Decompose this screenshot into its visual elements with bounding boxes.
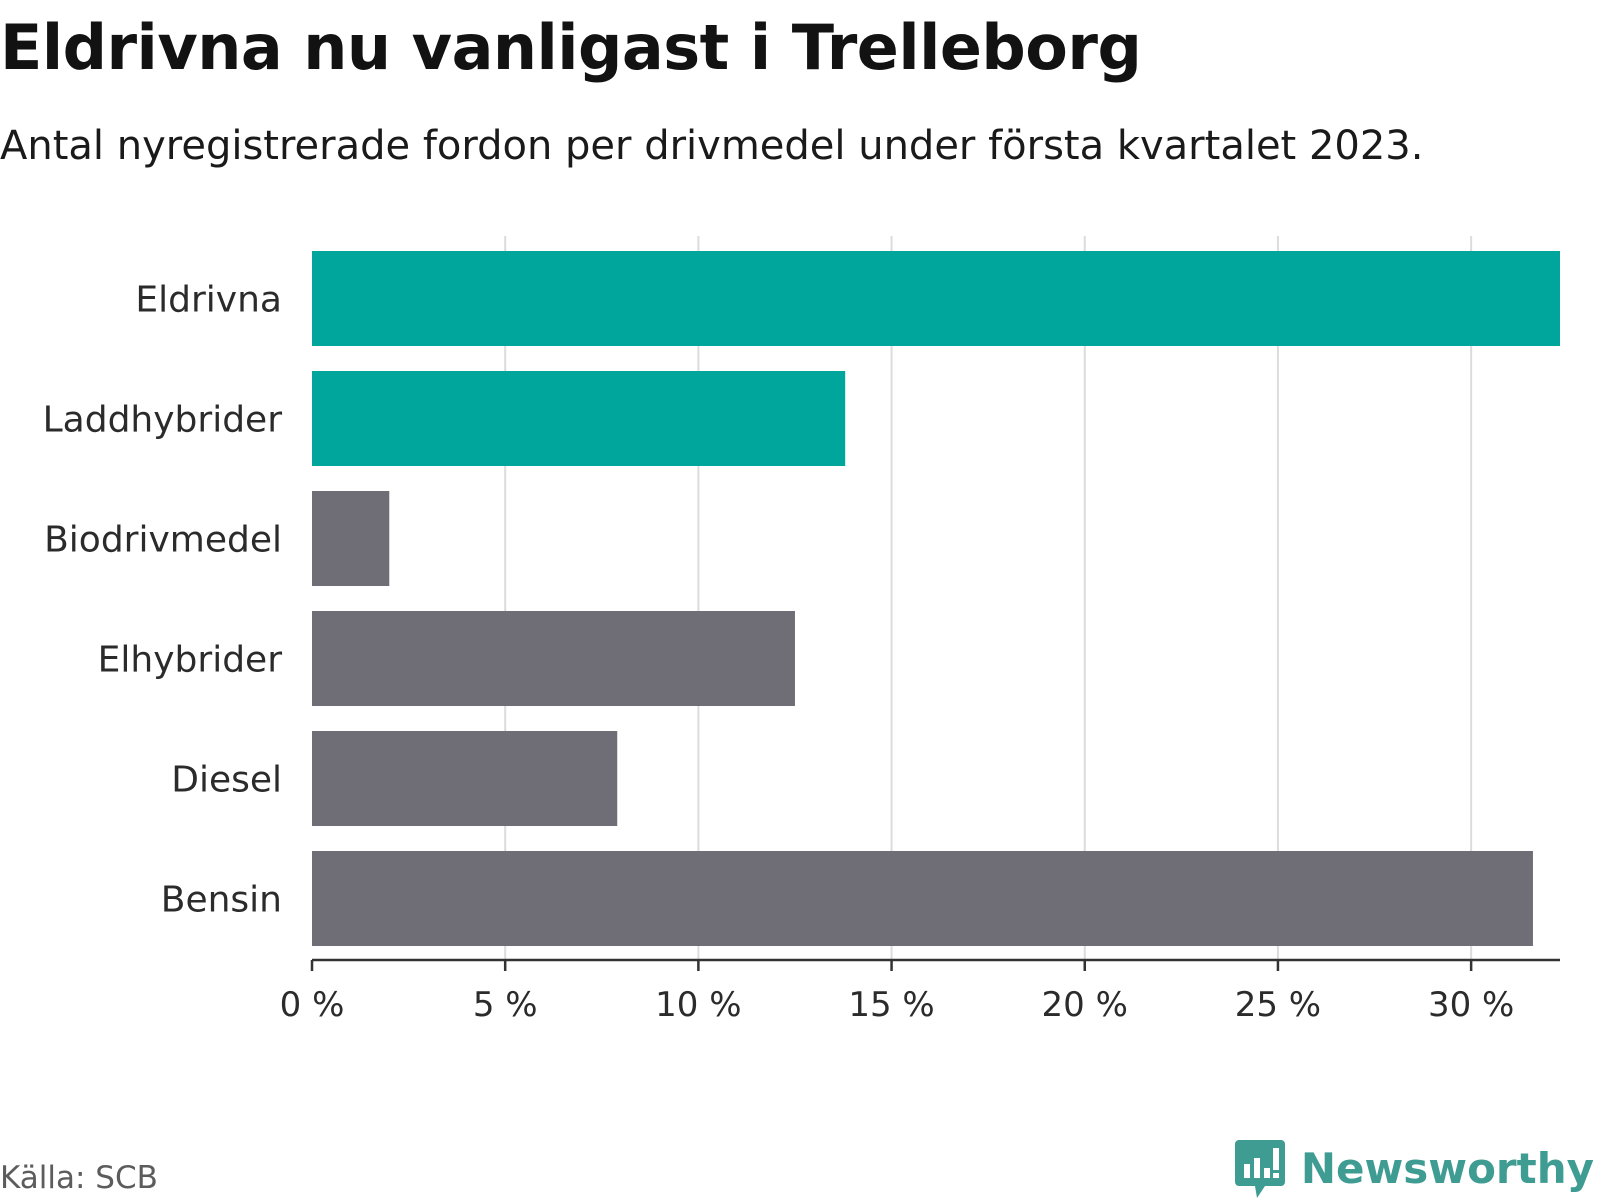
bar-laddhybrider bbox=[312, 371, 846, 466]
chart-title: Eldrivna nu vanligast i Trelleborg bbox=[0, 11, 1142, 84]
x-tick-label: 25 % bbox=[1235, 985, 1321, 1025]
newsworthy-logo-text: Newsworthy bbox=[1300, 1144, 1594, 1193]
source-note: Källa: SCB bbox=[0, 1160, 158, 1196]
bar-elhybrider bbox=[312, 611, 795, 706]
bars bbox=[312, 251, 1560, 946]
bar-diesel bbox=[312, 731, 618, 826]
newsworthy-logo-icon bbox=[1234, 1140, 1285, 1198]
x-tick-label: 30 % bbox=[1428, 985, 1514, 1025]
category-label: Bensin bbox=[161, 880, 282, 921]
category-label: Laddhybrider bbox=[43, 400, 283, 441]
x-tick-label: 5 % bbox=[473, 985, 538, 1025]
category-labels: Eldrivna Laddhybrider Biodrivmedel Elhybrid… bbox=[43, 280, 283, 921]
x-axis: 0 % 5 % 10 % 15 % 20 % 25 % 30 % bbox=[280, 958, 1560, 1025]
x-tick-label: 0 % bbox=[280, 985, 345, 1025]
bar-biodrivmedel bbox=[312, 491, 390, 586]
bar-eldrivna bbox=[312, 251, 1560, 346]
x-tick-label: 10 % bbox=[655, 985, 741, 1025]
category-label: Eldrivna bbox=[135, 280, 282, 321]
bar-bensin bbox=[312, 851, 1533, 946]
x-tick-label: 15 % bbox=[848, 985, 934, 1025]
x-tick-label: 20 % bbox=[1042, 985, 1128, 1025]
newsworthy-logo: Newsworthy bbox=[1234, 1140, 1594, 1198]
chart-subtitle: Antal nyregistrerade fordon per drivmede… bbox=[0, 123, 1424, 169]
category-label: Elhybrider bbox=[98, 640, 283, 681]
category-label: Biodrivmedel bbox=[44, 520, 282, 561]
category-label: Diesel bbox=[171, 760, 282, 801]
gridlines bbox=[504, 236, 1473, 960]
